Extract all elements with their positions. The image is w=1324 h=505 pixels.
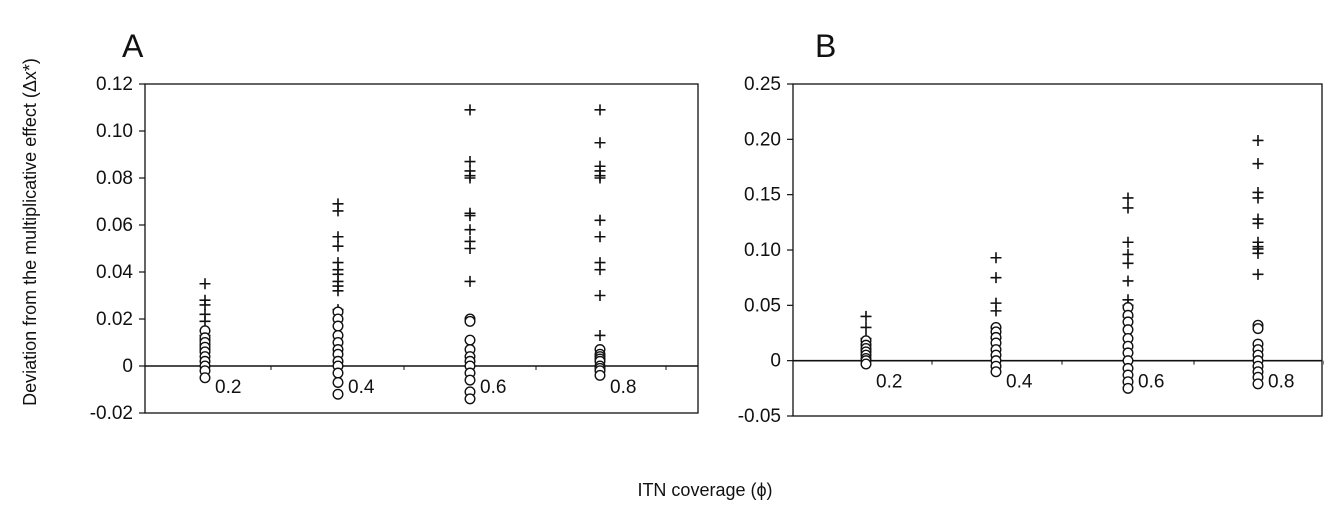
y-tick-label: 0 xyxy=(122,356,133,377)
plus-marker xyxy=(594,172,606,184)
plus-marker xyxy=(1252,134,1264,146)
x-category-label: 0.8 xyxy=(1268,372,1294,393)
circle-marker xyxy=(464,374,476,386)
plus-marker xyxy=(1252,268,1264,280)
circle-marker xyxy=(1122,382,1134,394)
plus-marker xyxy=(199,315,211,327)
plot-frame xyxy=(792,83,1323,417)
plus-marker xyxy=(594,231,606,243)
plus-marker xyxy=(464,210,476,222)
plus-marker xyxy=(1122,257,1134,269)
plot-frame xyxy=(144,83,699,414)
circle-marker xyxy=(464,334,476,346)
y-tick-label: -0.02 xyxy=(90,403,133,424)
plus-marker xyxy=(464,275,476,287)
plus-marker xyxy=(199,299,211,311)
y-tick-label: 0.25 xyxy=(744,74,781,95)
panel-a: A -0.02 0 0.02 0.04 0.06 0.08 0.10 0.12 0.2 0.4 0.6… xyxy=(90,28,699,424)
plus-marker xyxy=(1122,192,1134,204)
panel-letter: A xyxy=(122,28,144,64)
x-category-label: 0.2 xyxy=(215,377,241,398)
plus-marker xyxy=(332,231,344,243)
y-tick-label: 0.10 xyxy=(96,121,133,142)
plus-marker xyxy=(990,252,1002,264)
circle-marker xyxy=(332,320,344,332)
x-category-label: 0.2 xyxy=(876,372,902,393)
plus-marker xyxy=(594,264,606,276)
y-tick-label: 0.02 xyxy=(96,309,133,330)
plus-marker xyxy=(594,104,606,116)
plus-marker xyxy=(332,240,344,252)
y-axis-title: Deviation from the multiplicative effect… xyxy=(20,58,40,406)
x-category-label: 0.4 xyxy=(348,377,375,398)
y-tick-label: 0.05 xyxy=(744,295,781,316)
plus-marker xyxy=(594,214,606,226)
plus-marker xyxy=(860,321,872,333)
y-tick-label: 0.15 xyxy=(744,185,781,206)
y-tick-label: 0.08 xyxy=(96,168,133,189)
x-axis-title: ITN coverage (ϕ) xyxy=(637,480,772,500)
plus-marker xyxy=(199,278,211,290)
circle-marker xyxy=(332,388,344,400)
panel-b: B -0.05 0 0.05 0.10 0.15 0.20 0.25 0.2 0.4 0.6 0.8 xyxy=(738,28,1324,427)
plus-marker xyxy=(594,290,606,301)
plus-marker xyxy=(990,272,1002,284)
plus-marker xyxy=(860,310,872,322)
plus-marker xyxy=(464,104,476,116)
plus-marker xyxy=(594,137,606,149)
circle-marker xyxy=(594,369,606,381)
plus-marker xyxy=(332,285,344,297)
plus-marker xyxy=(1252,247,1264,259)
circle-marker xyxy=(860,358,872,370)
x-category-label: 0.4 xyxy=(1006,372,1033,393)
plus-marker xyxy=(464,243,476,254)
plus-marker xyxy=(1122,236,1134,248)
plus-marker xyxy=(1122,202,1134,214)
y-tick-label: 0.10 xyxy=(744,240,781,261)
circle-marker xyxy=(1252,323,1264,335)
x-category-label: 0.8 xyxy=(610,377,636,398)
panel-letter: B xyxy=(815,28,836,64)
y-tick-label: 0.04 xyxy=(96,262,133,283)
circle-marker xyxy=(464,393,476,405)
circle-marker xyxy=(464,315,476,327)
circle-marker xyxy=(1252,378,1264,390)
y-tick-label: 0.12 xyxy=(96,74,133,95)
plus-marker xyxy=(464,224,476,236)
plus-marker xyxy=(594,329,606,341)
y-tick-label: -0.05 xyxy=(738,406,781,427)
plus-marker xyxy=(990,305,1002,317)
circle-marker xyxy=(332,376,344,388)
y-tick-label: 0 xyxy=(770,351,781,372)
plus-marker xyxy=(1122,275,1134,287)
plus-marker xyxy=(464,172,476,184)
plus-marker xyxy=(1252,192,1264,204)
circle-marker xyxy=(199,372,211,384)
plus-marker xyxy=(1252,217,1264,229)
y-tick-label: 0.06 xyxy=(96,215,133,236)
plus-marker xyxy=(332,205,344,217)
circle-marker xyxy=(990,366,1002,378)
x-category-label: 0.6 xyxy=(480,377,506,398)
plus-marker xyxy=(464,156,476,168)
circle-marker xyxy=(332,367,344,379)
y-tick-label: 0.20 xyxy=(744,129,781,150)
x-category-label: 0.6 xyxy=(1138,372,1164,393)
plus-marker xyxy=(1252,158,1264,170)
